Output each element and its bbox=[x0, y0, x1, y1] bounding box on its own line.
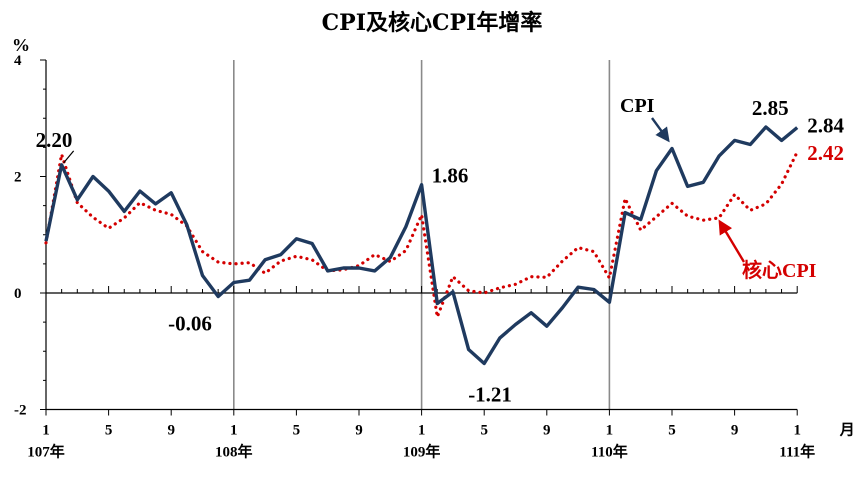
y-tick-label: 2 bbox=[14, 170, 22, 186]
legend-core-cpi-arrow bbox=[718, 219, 746, 263]
core-cpi-line bbox=[44, 150, 799, 319]
x-tick-label: 1 bbox=[230, 423, 238, 439]
x-tick-label: 1 bbox=[606, 423, 614, 439]
x-year-label: 108年 bbox=[215, 443, 253, 461]
data-label: 1.86 bbox=[432, 164, 469, 188]
x-tick-label: 9 bbox=[167, 423, 175, 439]
x-tick-label: 1 bbox=[793, 423, 801, 439]
y-tick-label: 4 bbox=[14, 53, 22, 69]
legend-cpi-label: CPI bbox=[620, 95, 655, 117]
y-tick-label: 0 bbox=[14, 286, 22, 302]
x-axis-unit: 月 bbox=[839, 422, 855, 439]
x-tick-label: 1 bbox=[418, 423, 426, 439]
data-label: 2.20 bbox=[36, 128, 73, 152]
x-year-label: 111年 bbox=[779, 443, 815, 461]
y-axis-unit: % bbox=[12, 35, 30, 55]
chart-title: CPI及核心CPI年增率 bbox=[322, 10, 543, 36]
x-year-label: 107年 bbox=[27, 443, 65, 461]
x-tick-label: 9 bbox=[731, 423, 739, 439]
year-dividers bbox=[233, 60, 611, 410]
axes bbox=[40, 59, 798, 416]
data-labels: 2.20 -0.06 1.86 -1.21 2.85 2.84 2.42 bbox=[36, 96, 845, 406]
legend-core-cpi-label: 核心CPI bbox=[742, 258, 817, 282]
x-tick-label: 1 bbox=[42, 423, 50, 439]
data-label: -0.06 bbox=[168, 311, 212, 335]
x-year-label: 109年 bbox=[403, 443, 441, 461]
x-year-label: 110年 bbox=[591, 443, 628, 461]
legend-callouts: CPI 核心CPI bbox=[620, 95, 817, 282]
y-tick-labels: 4 2 0 -2 bbox=[14, 53, 27, 419]
x-tick-label: 9 bbox=[355, 423, 363, 439]
y-tick-label: -2 bbox=[14, 403, 27, 419]
cpi-line bbox=[44, 125, 799, 366]
x-tick-label: 5 bbox=[293, 423, 301, 439]
x-tick-labels: 1 5 9 1 5 9 1 5 9 1 5 9 1 月 107年 108年 109年 110年 111年 bbox=[27, 422, 854, 461]
data-label: 2.84 bbox=[807, 114, 844, 138]
x-tick-label: 5 bbox=[668, 423, 676, 439]
data-label: 2.85 bbox=[752, 96, 789, 120]
x-tick-label: 9 bbox=[543, 423, 551, 439]
legend-cpi-arrow bbox=[651, 117, 670, 143]
series-lines bbox=[44, 125, 799, 366]
x-tick-label: 5 bbox=[480, 423, 488, 439]
data-label: 2.42 bbox=[807, 141, 844, 165]
x-tick-label: 5 bbox=[105, 423, 113, 439]
data-label: -1.21 bbox=[468, 382, 512, 406]
data-label-leader bbox=[63, 150, 75, 164]
